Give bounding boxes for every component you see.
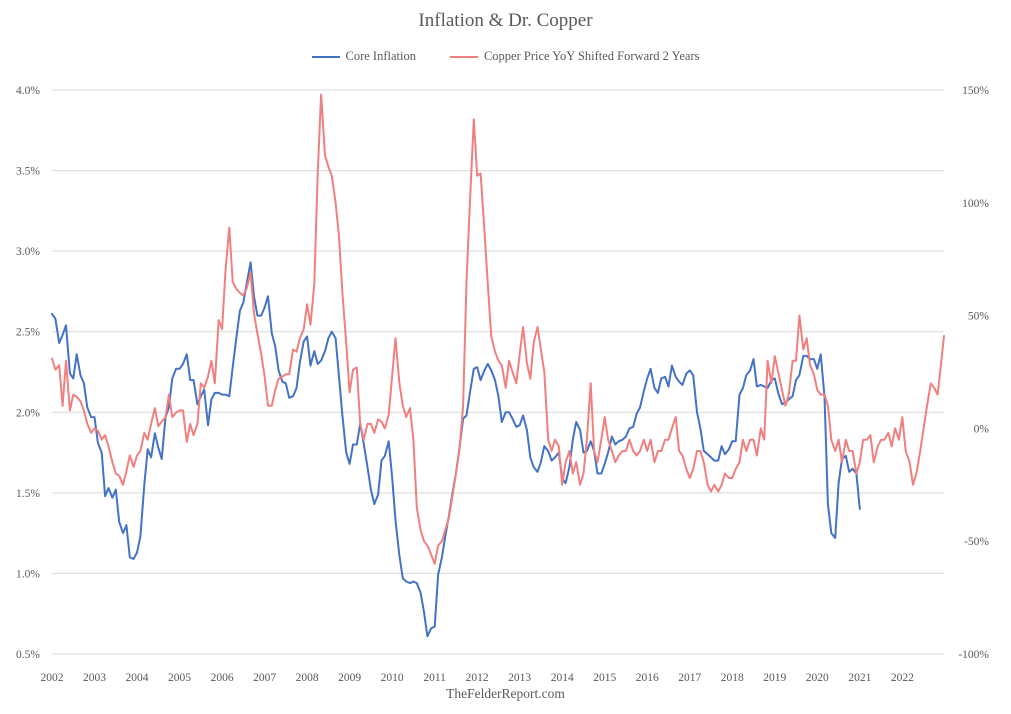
x-tick-label: 2002 (41, 672, 64, 684)
chart-title: Inflation & Dr. Copper (418, 10, 593, 31)
legend-swatch-core-inflation (311, 55, 340, 58)
y-right-tick-label: -50% (964, 536, 989, 548)
x-tick-label: 2011 (423, 672, 446, 684)
y-right-tick-label: -100% (958, 649, 989, 661)
x-tick-label: 2014 (551, 672, 574, 684)
x-tick-label: 2010 (381, 672, 404, 684)
x-tick-label: 2008 (296, 672, 319, 684)
x-tick-label: 2006 (211, 672, 234, 684)
chart-legend: Core Inflation Copper Price YoY Shifted … (0, 49, 1011, 64)
legend-item-core-inflation: Core Inflation (311, 49, 416, 64)
legend-swatch-copper (449, 55, 478, 58)
x-tick-label: 2013 (508, 672, 531, 684)
legend-label-copper: Copper Price YoY Shifted Forward 2 Years (483, 49, 700, 63)
x-tick-label: 2005 (168, 672, 191, 684)
x-tick-label: 2004 (126, 672, 149, 684)
y-left-tick-label: 2.5% (16, 327, 40, 339)
source-credit: TheFelderReport.com (446, 686, 565, 701)
y-left-tick-label: 2.0% (16, 407, 40, 419)
y-left-tick-label: 4.0% (16, 85, 40, 97)
y-right-tick-label: 150% (962, 85, 989, 97)
y-left-tick-label: 3.0% (16, 246, 40, 258)
x-tick-label: 2022 (891, 672, 914, 684)
y-right-tick-label: 50% (968, 311, 990, 323)
x-tick-label: 2009 (338, 672, 361, 684)
y-left-tick-label: 1.5% (16, 488, 40, 500)
y-left-tick-label: 1.0% (16, 568, 40, 580)
y-right-tick-label: 100% (962, 198, 989, 210)
legend-label-core-inflation: Core Inflation (345, 49, 416, 63)
y-left-tick-label: 0.5% (16, 649, 40, 661)
series-line-copper (51, 93, 945, 565)
x-tick-label: 2015 (593, 672, 616, 684)
x-tick-label: 2017 (678, 672, 701, 684)
x-tick-label: 2021 (848, 672, 871, 684)
x-tick-label: 2020 (806, 672, 829, 684)
x-tick-label: 2016 (636, 672, 659, 684)
x-tick-label: 2012 (466, 672, 489, 684)
x-tick-label: 2019 (763, 672, 786, 684)
legend-item-copper: Copper Price YoY Shifted Forward 2 Years (449, 49, 700, 64)
y-left-tick-label: 3.5% (16, 166, 40, 178)
x-tick-label: 2007 (253, 672, 276, 684)
x-tick-label: 2018 (721, 672, 744, 684)
y-right-tick-label: 0% (974, 423, 990, 435)
series-line-core-inflation (51, 261, 861, 638)
x-tick-label: 2003 (83, 672, 106, 684)
